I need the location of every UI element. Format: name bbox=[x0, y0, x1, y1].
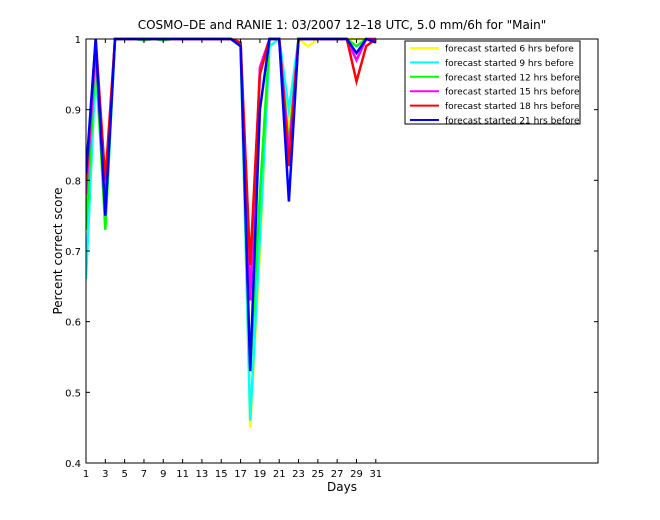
legend-label: forecast started 12 hrs before bbox=[445, 73, 580, 83]
x-tick-label: 25 bbox=[311, 469, 324, 480]
y-tick-label: 0.4 bbox=[65, 459, 81, 470]
legend-label: forecast started 15 hrs before bbox=[445, 88, 580, 98]
legend-label: forecast started 6 hrs before bbox=[445, 45, 574, 55]
y-tick-label: 0.8 bbox=[65, 176, 81, 187]
legend-box bbox=[404, 40, 581, 125]
legend-label: forecast started 21 hrs before bbox=[445, 117, 580, 127]
x-tick-label: 5 bbox=[121, 469, 127, 480]
x-tick-label: 21 bbox=[273, 469, 286, 480]
x-tick-label: 7 bbox=[141, 469, 147, 480]
x-tick-label: 17 bbox=[234, 469, 247, 480]
x-tick-label: 13 bbox=[196, 469, 209, 480]
y-tick-label: 0.6 bbox=[65, 318, 81, 329]
y-axis-label: Percent correct score bbox=[51, 187, 65, 314]
x-tick-label: 19 bbox=[254, 469, 267, 480]
x-tick-label: 23 bbox=[292, 469, 305, 480]
legend-label: forecast started 18 hrs before bbox=[445, 102, 580, 112]
x-tick-label: 11 bbox=[176, 469, 189, 480]
legend: forecast started 6 hrs before forecast st… bbox=[404, 40, 581, 127]
chart-title: COSMO–DE and RANIE 1: 03/2007 12–18 UTC,… bbox=[138, 18, 547, 32]
y-tick-label: 0.5 bbox=[65, 388, 81, 399]
x-axis: 1 3 5 7 9 11 13 15 17 19 21 23 25 27 29 31 bbox=[83, 39, 382, 480]
x-tick-label: 3 bbox=[102, 469, 108, 480]
y-axis: 0.4 0.5 0.6 0.7 0.8 0.9 1 bbox=[65, 35, 598, 470]
x-tick-label: 9 bbox=[160, 469, 166, 480]
x-tick-label: 31 bbox=[369, 469, 382, 480]
legend-label: forecast started 9 hrs before bbox=[445, 59, 574, 69]
x-tick-label: 1 bbox=[83, 469, 89, 480]
y-tick-label: 0.7 bbox=[65, 247, 81, 258]
x-tick-label: 27 bbox=[331, 469, 344, 480]
y-tick-label: 0.9 bbox=[65, 106, 81, 117]
x-axis-label: Days bbox=[327, 480, 357, 494]
y-tick-label: 1 bbox=[75, 35, 81, 46]
x-tick-label: 15 bbox=[215, 469, 228, 480]
x-tick-label: 29 bbox=[350, 469, 363, 480]
